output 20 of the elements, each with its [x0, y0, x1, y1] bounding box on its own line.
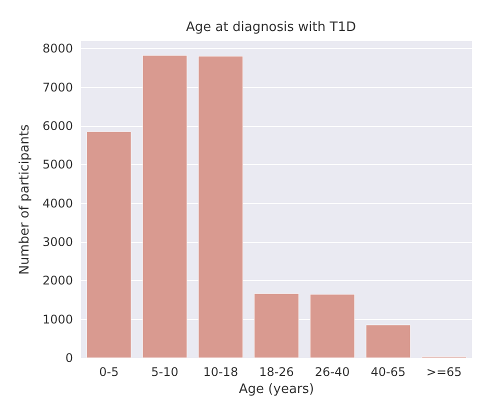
x-tick-label: 18-26	[259, 365, 294, 379]
bar	[366, 324, 411, 358]
y-axis-title: Number of participants	[18, 124, 33, 275]
x-tick-label: 40-65	[370, 365, 406, 379]
y-tick-label: 0	[65, 351, 73, 365]
x-tick-label: 0-5	[99, 365, 119, 379]
x-tick-label: 10-18	[203, 365, 238, 379]
y-tick-label: 6000	[42, 119, 73, 134]
x-tick-label: >=65	[426, 365, 462, 379]
y-tick-label: 8000	[42, 42, 73, 56]
y-tick-label: 2000	[42, 274, 73, 288]
y-tick-label: 4000	[42, 196, 73, 210]
y-tick-label: 1000	[42, 312, 73, 326]
y-tick-label: 5000	[42, 158, 73, 172]
x-axis-title: Age (years)	[238, 382, 314, 397]
x-tick-label: 5-10	[151, 365, 178, 379]
chart-title: Age at diagnosis with T1D	[186, 20, 356, 35]
x-tick-label: 26-40	[314, 365, 350, 379]
y-tick-label: 7000	[42, 80, 73, 94]
y-tick-label: 3000	[42, 235, 73, 250]
